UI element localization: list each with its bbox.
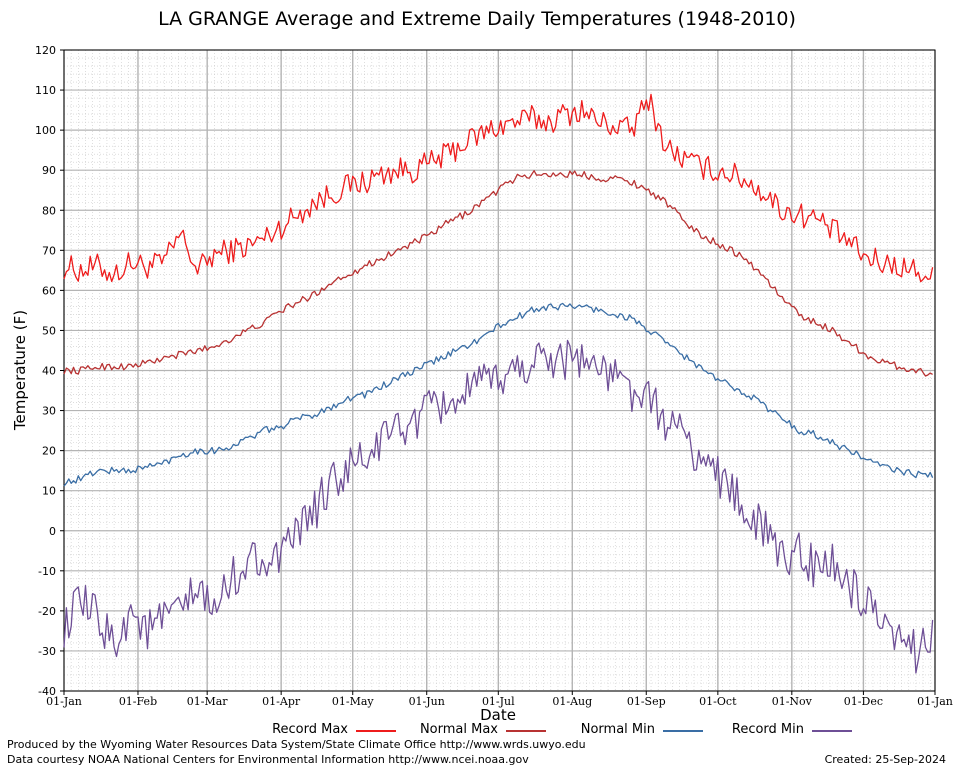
- x-tick-label: 01-Oct: [699, 695, 737, 708]
- y-tick-label: 20: [42, 445, 56, 458]
- y-axis-label: Temperature (F): [11, 309, 29, 431]
- x-tick-label: 01-Sep: [627, 695, 666, 708]
- legend-label: Normal Max: [419, 722, 498, 737]
- y-tick-label: 60: [42, 284, 56, 297]
- x-tick-label: 01-Nov: [772, 695, 813, 708]
- legend-swatch: [506, 730, 546, 732]
- footer-data-courtesy: Data courtesy NOAA National Centers for …: [7, 753, 529, 766]
- chart-title: LA GRANGE Average and Extreme Daily Temp…: [158, 8, 796, 30]
- legend-swatch: [812, 730, 852, 732]
- y-tick-label: 40: [42, 365, 56, 378]
- x-tick-label: 01-May: [332, 695, 375, 708]
- series-line-normal-max: [63, 170, 933, 377]
- x-tick-label: 01-Jun: [409, 695, 445, 708]
- legend-item-record-max: Record Max: [230, 722, 400, 738]
- series-line-record-min: [63, 339, 934, 674]
- x-tick-label: 01-Aug: [552, 695, 592, 708]
- legend-label: Record Min: [731, 722, 804, 737]
- y-tick-label: -20: [38, 605, 56, 618]
- x-axis-label: Date: [480, 706, 516, 724]
- series-lines: [63, 93, 934, 674]
- y-tick-label: 110: [35, 84, 56, 97]
- y-tick-label: 90: [42, 164, 56, 177]
- series-line-normal-min: [63, 302, 934, 487]
- x-tick-label: 01-Jan: [917, 695, 953, 708]
- x-tick-label: 01-Mar: [187, 695, 229, 708]
- y-tick-label: 10: [42, 485, 56, 498]
- y-tick-label: 120: [35, 44, 56, 57]
- y-tick-label: 80: [42, 204, 56, 217]
- y-tick-label: -10: [38, 565, 56, 578]
- y-tick-label: 0: [49, 525, 56, 538]
- y-tick-label: -30: [38, 645, 56, 658]
- y-tick-label: 30: [42, 405, 56, 418]
- x-tick-label: 01-Apr: [262, 695, 301, 708]
- footer-created: Created: 25-Sep-2024: [824, 753, 946, 766]
- legend-label: Record Max: [272, 722, 348, 737]
- legend-item-normal-min: Normal Min: [535, 722, 707, 738]
- axis-ticks: -40 -30 -20 -10 0 10 20 30 40 50 60 70 80 90 100 110 120…: [35, 44, 953, 708]
- y-tick-label: 100: [35, 124, 56, 137]
- legend-swatch: [356, 730, 396, 732]
- x-tick-label: 01-Dec: [844, 695, 883, 708]
- legend-label: Normal Min: [580, 722, 655, 737]
- legend-item-record-min: Record Min: [690, 722, 856, 738]
- y-tick-label: 50: [42, 324, 56, 337]
- legend: Record Max Normal Max Normal Min Record …: [0, 722, 954, 738]
- x-tick-label: 01-Feb: [119, 695, 157, 708]
- footer-produced-by: Produced by the Wyoming Water Resources …: [7, 738, 586, 751]
- x-tick-label: 01-Jul: [482, 695, 515, 708]
- x-tick-label: 01-Jan: [46, 695, 82, 708]
- legend-item-normal-max: Normal Max: [380, 722, 550, 738]
- y-tick-label: -40: [38, 685, 56, 698]
- legend-swatch: [663, 730, 703, 732]
- y-tick-label: 70: [42, 244, 56, 257]
- series-line-record-max: [63, 93, 934, 283]
